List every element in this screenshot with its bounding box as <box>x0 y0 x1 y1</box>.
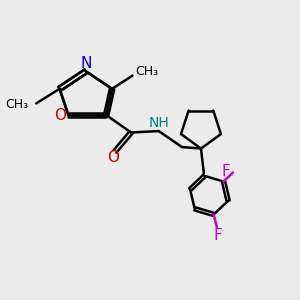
Text: CH₃: CH₃ <box>135 65 158 78</box>
Text: F: F <box>213 228 222 243</box>
Text: CH₃: CH₃ <box>5 98 28 111</box>
Text: F: F <box>221 164 230 178</box>
Text: O: O <box>54 107 66 122</box>
Text: N: N <box>80 56 92 70</box>
Text: O: O <box>107 150 119 165</box>
Text: NH: NH <box>149 116 170 130</box>
